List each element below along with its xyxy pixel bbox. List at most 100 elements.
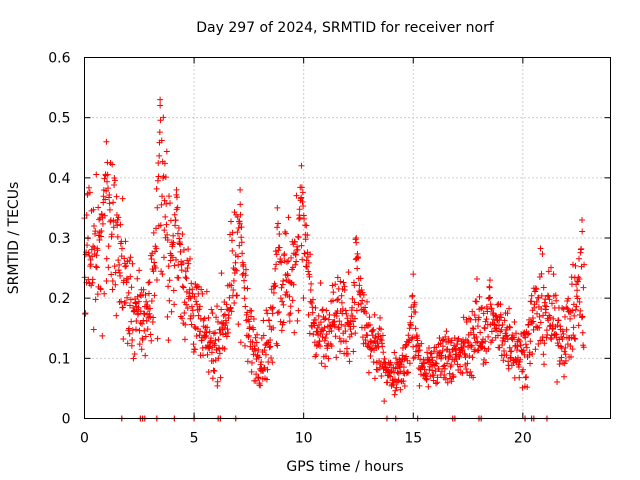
data-point [405, 369, 412, 376]
data-point [573, 303, 580, 310]
data-point [183, 301, 190, 308]
data-point [438, 352, 445, 359]
data-point [533, 298, 540, 305]
data-point [193, 298, 200, 305]
data-point [534, 310, 541, 317]
data-point [408, 335, 415, 342]
data-point [223, 319, 230, 326]
data-point [257, 361, 264, 368]
data-point [377, 314, 384, 321]
data-point [317, 280, 324, 287]
data-point [229, 229, 236, 236]
data-point [405, 332, 412, 339]
data-point [234, 253, 241, 260]
data-point [515, 363, 522, 370]
data-point [486, 284, 493, 291]
data-point [82, 310, 89, 317]
data-point [455, 352, 462, 359]
data-point [180, 260, 187, 267]
data-point [292, 251, 299, 258]
data-point [344, 350, 351, 357]
data-point [377, 336, 384, 343]
data-point [104, 159, 111, 166]
data-point [191, 324, 198, 331]
data-point [266, 323, 273, 330]
data-point [541, 361, 548, 368]
data-point [109, 161, 116, 168]
data-point [536, 274, 543, 281]
data-point [345, 269, 352, 276]
data-point [118, 298, 125, 305]
data-point [277, 318, 284, 325]
data-point [268, 305, 275, 312]
data-point [145, 279, 152, 286]
data-point [478, 305, 485, 312]
data-point [244, 358, 251, 365]
data-point [159, 271, 166, 278]
data-point [412, 354, 419, 361]
data-point [500, 357, 507, 364]
data-point [283, 258, 290, 265]
data-point [522, 334, 529, 341]
data-point [150, 268, 157, 275]
data-point [308, 280, 315, 287]
data-point [322, 315, 329, 322]
data-point [328, 342, 335, 349]
data-point [407, 322, 414, 329]
data-point [156, 129, 163, 136]
data-point [519, 384, 526, 391]
data-point [340, 279, 347, 286]
data-point [124, 294, 131, 301]
data-point [199, 290, 206, 297]
data-point [378, 326, 384, 333]
data-point [148, 337, 155, 344]
data-point [187, 315, 194, 322]
data-point [335, 296, 342, 303]
data-point [129, 336, 136, 343]
data-point [255, 354, 262, 361]
data-point [266, 317, 273, 324]
data-point [248, 313, 255, 320]
data-point [447, 352, 454, 359]
data-point [122, 238, 129, 245]
data-point [427, 350, 434, 357]
data-point [328, 328, 335, 335]
data-point [151, 259, 158, 266]
data-point [336, 326, 343, 333]
data-point [170, 239, 177, 246]
data-point [241, 295, 248, 302]
data-point [253, 371, 260, 378]
data-point [545, 293, 552, 300]
data-point [216, 345, 223, 352]
data-point [557, 343, 564, 350]
data-point [333, 354, 340, 361]
data-point [540, 351, 547, 358]
data-point [568, 274, 575, 281]
data-point [274, 309, 281, 316]
data-point [513, 330, 520, 337]
data-point [219, 320, 226, 327]
data-point [524, 384, 531, 391]
data-point [350, 323, 357, 330]
data-point [211, 368, 218, 375]
data-point [177, 241, 184, 248]
data-point [497, 301, 504, 308]
data-point [286, 293, 293, 300]
data-point [294, 243, 301, 250]
data-point [513, 357, 520, 364]
data-point [105, 185, 112, 192]
data-point [334, 297, 341, 304]
data-point [228, 308, 235, 315]
data-point [477, 329, 484, 336]
data-point [414, 342, 421, 349]
data-point [416, 347, 423, 354]
data-point [258, 359, 265, 366]
data-point [546, 296, 553, 303]
data-point [103, 277, 110, 284]
data-point [552, 292, 559, 299]
data-point [528, 292, 535, 299]
data-point [579, 216, 586, 223]
data-point [355, 301, 362, 308]
data-point [351, 315, 358, 322]
data-point [406, 360, 413, 367]
